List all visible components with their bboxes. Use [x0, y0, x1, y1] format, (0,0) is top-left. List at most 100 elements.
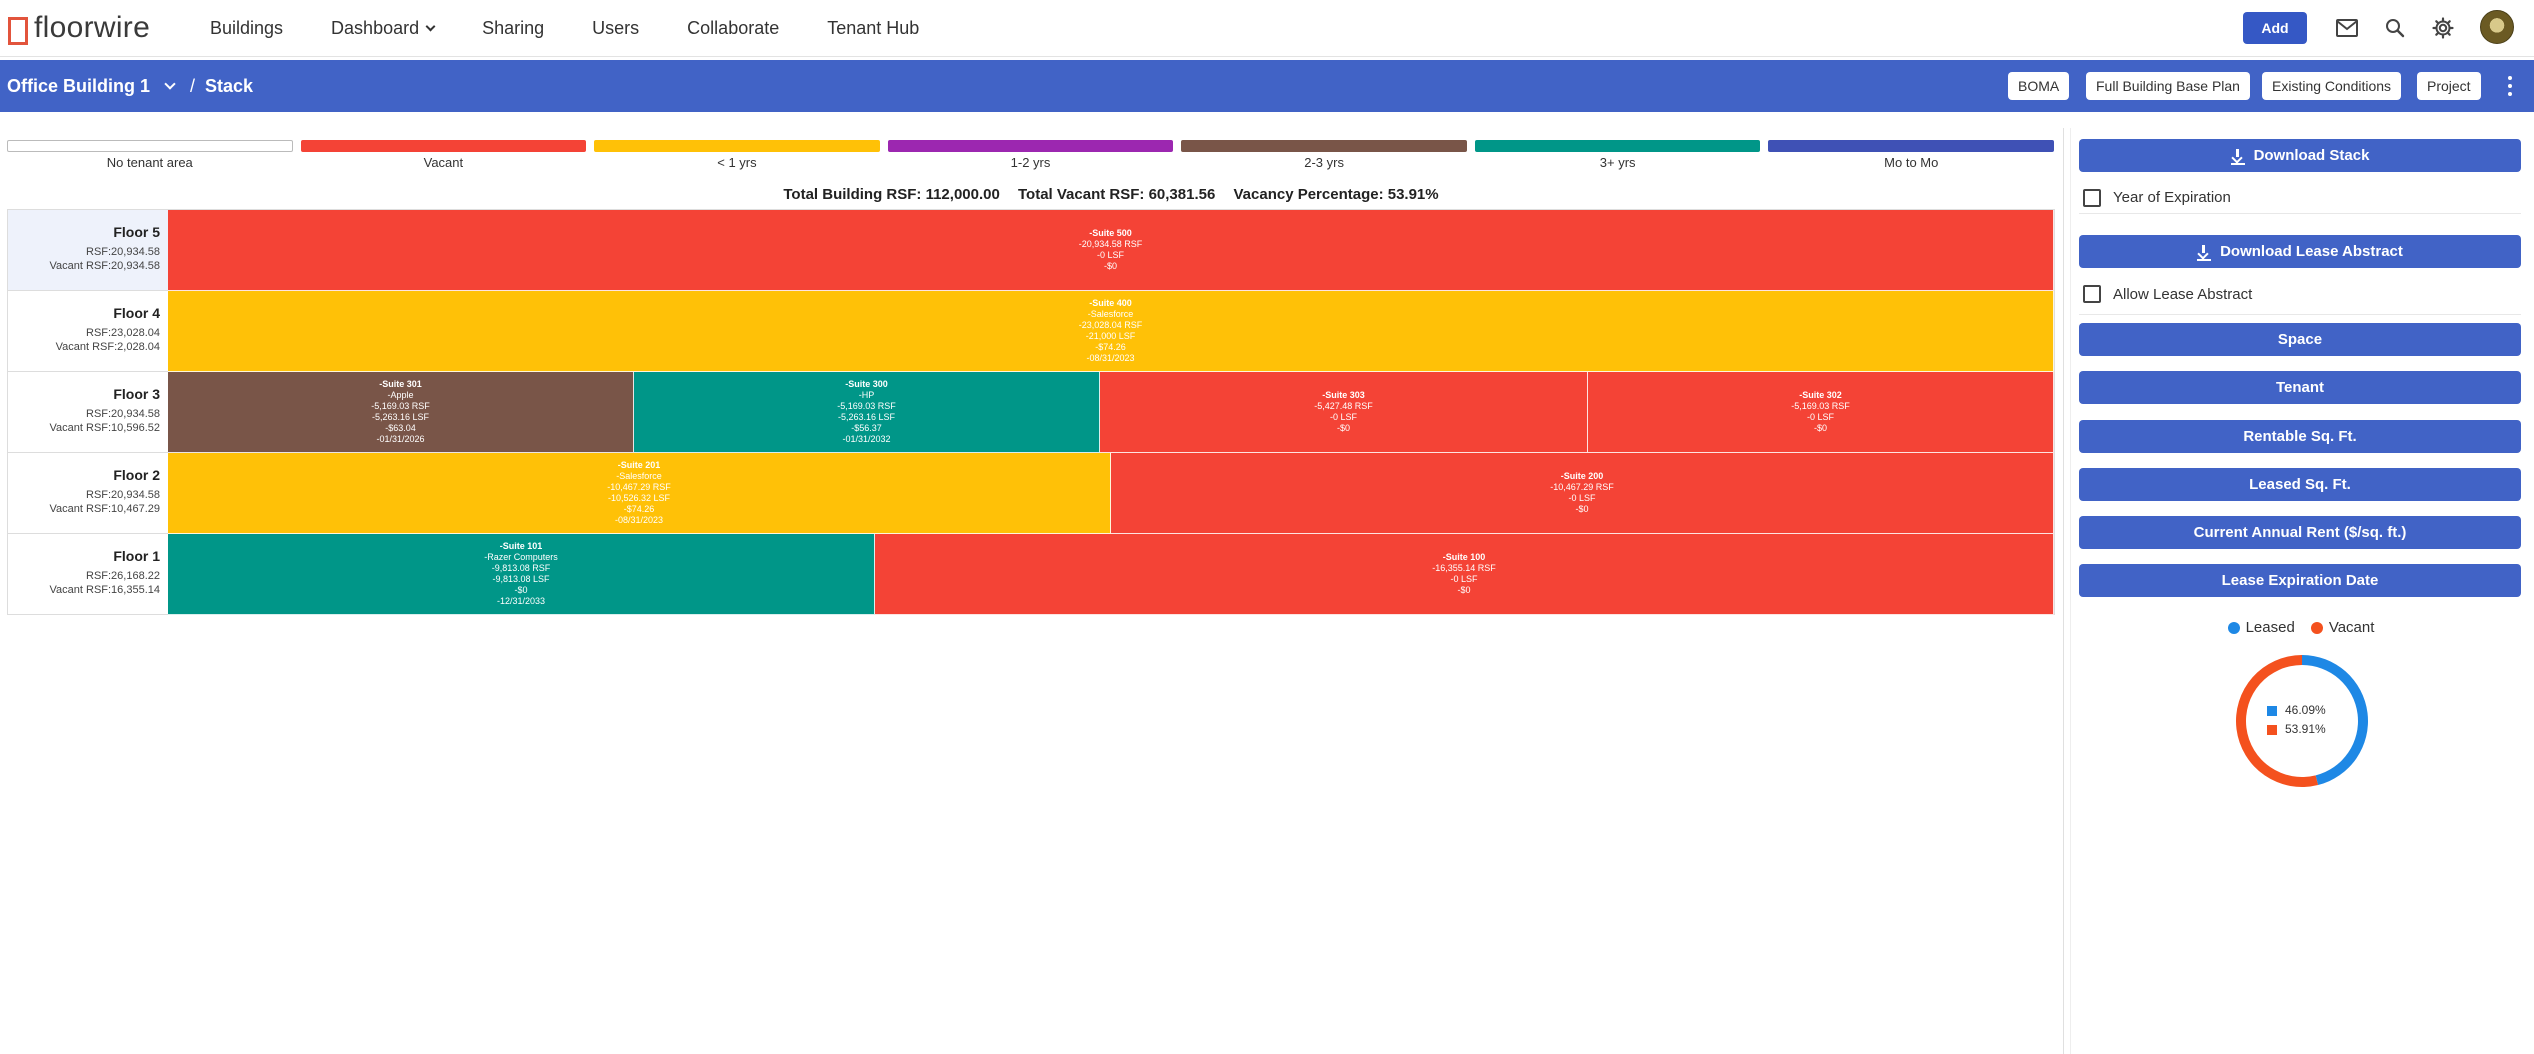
- total-vacant-rsf: Total Vacant RSF: 60,381.56: [1018, 186, 1216, 203]
- allow-lease-abstract-option[interactable]: Allow Lease Abstract: [2079, 278, 2521, 310]
- project-button[interactable]: Project: [2417, 72, 2481, 100]
- download-icon: [2230, 148, 2245, 165]
- nav-users[interactable]: Users: [592, 18, 639, 39]
- floor-rsf: RSF:26,168.22: [86, 570, 160, 582]
- year-of-expiration-option[interactable]: Year of Expiration: [2079, 182, 2521, 214]
- year-of-expiration-checkbox[interactable]: [2083, 188, 2101, 207]
- tenant-button[interactable]: Tenant: [2079, 371, 2521, 404]
- legend-label: < 1 yrs: [717, 155, 757, 170]
- suite-name: -Suite 200: [1560, 471, 1604, 481]
- suite-detail: -5,169.03 RSF: [1791, 401, 1850, 411]
- logo-mark-icon: [8, 17, 28, 45]
- floor-row-floor-5: Floor 5 RSF:20,934.58 Vacant RSF:20,934.58…: [8, 210, 2054, 291]
- suite-block[interactable]: -Suite 101 -Razer Computers -9,813.08 RSF -…: [168, 534, 875, 615]
- building-selector[interactable]: Office Building 1: [7, 75, 151, 96]
- floor-label[interactable]: Floor 4 RSF:23,028.04 Vacant RSF:2,028.04: [8, 291, 168, 372]
- suite-detail: -$56.37: [851, 423, 882, 433]
- legend-label: 3+ yrs: [1599, 155, 1636, 170]
- mail-icon[interactable]: [2334, 15, 2360, 41]
- rentable-sq-ft-button[interactable]: Rentable Sq. Ft.: [2079, 420, 2521, 453]
- floor-label[interactable]: Floor 5 RSF:20,934.58 Vacant RSF:20,934.58: [8, 210, 168, 291]
- legend-vacant[interactable]: Vacant: [2310, 619, 2375, 636]
- user-avatar[interactable]: [2480, 10, 2514, 44]
- floor-vacant-rsf: Vacant RSF:16,355.14: [49, 584, 160, 596]
- suite-detail: -$0: [1575, 504, 1589, 514]
- panel-divider: [2063, 128, 2064, 1054]
- suite-detail: -$0: [1336, 423, 1350, 433]
- suite-detail: -$0: [1103, 261, 1117, 271]
- nav-buildings[interactable]: Buildings: [210, 18, 283, 39]
- suite-detail: -10,467.29 RSF: [607, 482, 671, 492]
- suite-name: -Suite 101: [499, 541, 543, 551]
- suite-detail: -$74.26: [1095, 342, 1126, 352]
- nav-dashboard[interactable]: Dashboard: [331, 18, 436, 39]
- donut-slice-vacant[interactable]: [2236, 655, 2319, 787]
- suite-name: -Suite 302: [1799, 390, 1842, 400]
- floor-label[interactable]: Floor 2 RSF:20,934.58 Vacant RSF:10,467.29: [8, 453, 168, 534]
- suite-block[interactable]: -Suite 201 -Salesforce -10,467.29 RSF -10,5…: [168, 453, 1111, 534]
- suite-block[interactable]: -Suite 400 -Salesforce -23,028.04 RSF -21,0…: [168, 291, 2054, 372]
- download-lease-abstract-button[interactable]: Download Lease Abstract: [2079, 235, 2521, 268]
- suite-detail: -08/31/2023: [1086, 353, 1135, 363]
- nav-collaborate[interactable]: Collaborate: [687, 18, 779, 39]
- lease-expiration-date-button[interactable]: Lease Expiration Date: [2079, 564, 2521, 597]
- floor-label[interactable]: Floor 3 RSF:20,934.58 Vacant RSF:10,596.52: [8, 372, 168, 453]
- suite-detail: -9,813.08 RSF: [491, 563, 551, 573]
- legend-leased[interactable]: Leased: [2227, 619, 2295, 636]
- donut-slice-leased[interactable]: [2302, 655, 2368, 786]
- legend-swatch: [1181, 140, 1467, 152]
- suite-block[interactable]: -Suite 200 -10,467.29 RSF -0 LSF -$0: [1111, 453, 2054, 534]
- boma-button[interactable]: BOMA: [2008, 72, 2070, 100]
- chevron-down-icon[interactable]: [164, 78, 176, 90]
- legend-swatch: [7, 140, 293, 152]
- floor-row-floor-3: Floor 3 RSF:20,934.58 Vacant RSF:10,596.52…: [8, 372, 2054, 453]
- legend-item-1-yrs: < 1 yrs: [594, 140, 880, 170]
- suite-name: -Suite 400: [1089, 298, 1132, 308]
- existing-conditions-button[interactable]: Existing Conditions: [2262, 72, 2402, 100]
- legend-dot: [2310, 621, 2323, 634]
- floor-label[interactable]: Floor 1 RSF:26,168.22 Vacant RSF:16,355.14: [8, 534, 168, 615]
- stack-options-panel: Download Stack Year of Expiration Downlo…: [2070, 128, 2530, 1054]
- download-stack-button[interactable]: Download Stack: [2079, 139, 2521, 172]
- suite-block[interactable]: -Suite 300 -HP -5,169.03 RSF -5,263.16 LSF -…: [634, 372, 1100, 453]
- suite-block[interactable]: -Suite 303 -5,427.48 RSF -0 LSF -$0: [1100, 372, 1588, 453]
- legend-item-vacant: Vacant: [300, 140, 587, 170]
- suite-block[interactable]: -Suite 500 -20,934.58 RSF -0 LSF -$0: [168, 210, 2054, 291]
- more-options-icon[interactable]: [2500, 74, 2520, 98]
- leased-sq-ft-button[interactable]: Leased Sq. Ft.: [2079, 468, 2521, 501]
- suite-detail: -5,263.16 LSF: [837, 412, 896, 422]
- suite-name: -Suite 303: [1322, 390, 1365, 400]
- suite-block[interactable]: -Suite 302 -5,169.03 RSF -0 LSF -$0: [1588, 372, 2054, 453]
- suite-detail: -21,000 LSF: [1085, 331, 1136, 341]
- allow-lease-abstract-checkbox[interactable]: [2083, 285, 2101, 303]
- suite-detail: -$63.04: [385, 423, 416, 433]
- year-of-expiration-label: Year of Expiration: [2113, 189, 2231, 206]
- suite-name: -Suite 201: [617, 460, 661, 470]
- nav-sharing[interactable]: Sharing: [482, 18, 544, 39]
- legend-item-mo-to-mo: Mo to Mo: [1768, 140, 2055, 170]
- legend-swatch: [300, 140, 587, 152]
- gear-icon[interactable]: [2430, 15, 2456, 41]
- suite-block[interactable]: -Suite 301 -Apple -5,169.03 RSF -5,263.16 L…: [168, 372, 634, 453]
- suite-detail: -01/31/2026: [376, 434, 425, 444]
- legend-text: Vacant: [2328, 619, 2375, 636]
- suite-detail: -10,467.29 RSF: [1550, 482, 1614, 492]
- nav-tenant-hub[interactable]: Tenant Hub: [827, 18, 919, 39]
- suite-detail: -01/31/2032: [842, 434, 891, 444]
- floorwire-logo[interactable]: floorwire: [8, 11, 150, 45]
- top-navbar: floorwire Buildings Dashboard Sharing Users…: [0, 0, 2534, 57]
- allow-lease-abstract-label: Allow Lease Abstract: [2113, 285, 2253, 303]
- suite-block[interactable]: -Suite 100 -16,355.14 RSF -0 LSF -$0: [875, 534, 2054, 615]
- suite-detail: -Salesforce: [1087, 309, 1134, 319]
- search-icon[interactable]: [2382, 15, 2408, 41]
- legend-label: 2-3 yrs: [1304, 155, 1344, 170]
- space-button[interactable]: Space: [2079, 323, 2521, 356]
- full-building-base-plan-button[interactable]: Full Building Base Plan: [2086, 72, 2250, 100]
- floor-name: Floor 1: [113, 548, 160, 564]
- add-button[interactable]: Add: [2243, 12, 2307, 44]
- current-annual-rent-button[interactable]: Current Annual Rent ($/sq. ft.): [2079, 516, 2521, 549]
- legend-swatch: [1474, 140, 1761, 152]
- legend-swatch: [887, 140, 1174, 152]
- donut-value-vacant: 53.91%: [2267, 720, 2326, 739]
- suite-detail: -0 LSF: [1568, 493, 1596, 503]
